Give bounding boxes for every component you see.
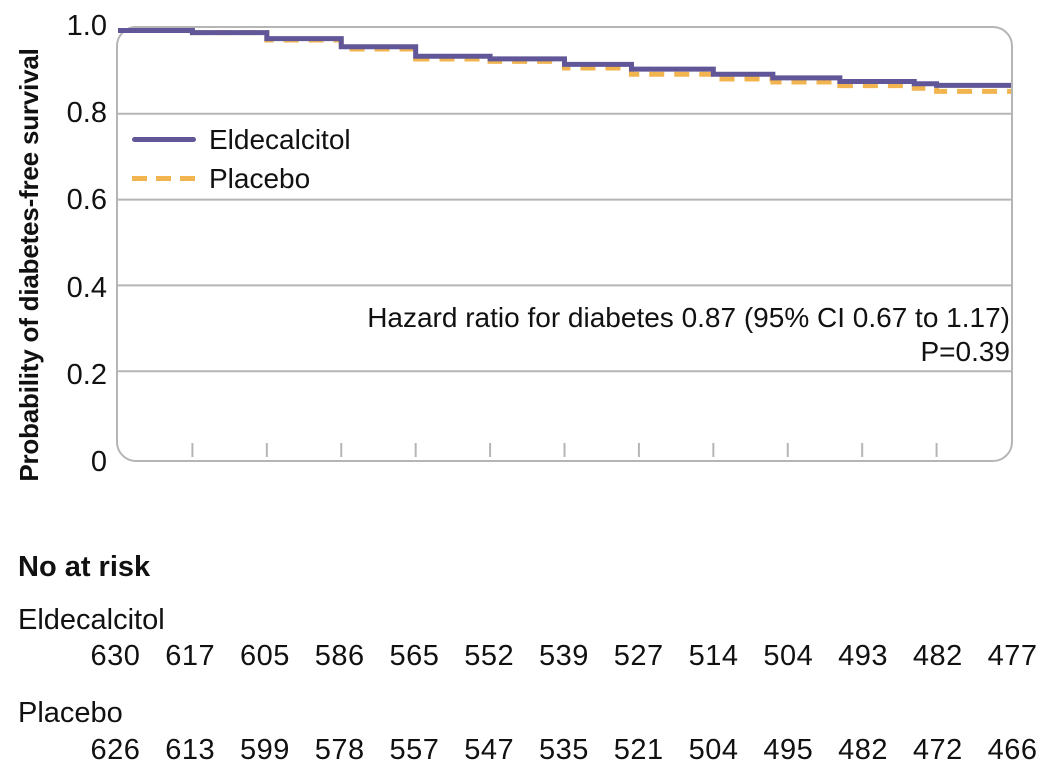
risk-count: 482 [838,734,888,766]
risk-count: 504 [763,640,814,672]
risk-counts-eldecalcitol: 630 617 605 586 565 552 539 527 514 504 493 482 477 [78,640,1050,673]
risk-count: 504 [688,734,739,766]
y-tick-label: 1.0 [66,10,107,42]
risk-count: 472 [912,734,963,766]
risk-count: 599 [239,734,290,766]
risk-row-label-eldecalcitol: Eldecalcitol [18,604,165,636]
legend: Eldecalcitol Placebo [132,120,351,198]
y-axis-title: Probability of diabetes-free survival [14,48,44,482]
legend-label: Placebo [209,163,311,194]
risk-count: 552 [464,640,515,672]
placebo-line-swatch [132,176,196,181]
risk-count: 482 [912,640,963,672]
risk-count: 514 [688,640,739,672]
eldecalcitol-line-swatch [132,137,196,142]
risk-count: 539 [539,640,589,672]
risk-count: 630 [90,640,141,672]
km-plot-svg [118,28,1011,457]
placebo-curve [118,28,1011,94]
risk-count: 535 [539,734,589,766]
risk-count: 557 [389,734,440,766]
risk-count: 565 [389,640,440,672]
risk-count: 466 [987,734,1038,766]
y-tick-label: 0.4 [66,272,107,304]
risk-count: 586 [314,640,365,672]
risk-count: 617 [165,640,216,672]
hazard-ratio-text: Hazard ratio for diabetes 0.87 (95% CI 0… [367,302,1010,333]
eldecalcitol-curve [118,28,1011,88]
y-tick-label: 0.8 [66,97,107,129]
risk-count: 605 [239,640,290,672]
hazard-ratio-annotation: Hazard ratio for diabetes 0.87 (95% CI 0… [367,301,1010,369]
y-tick-label: 0.6 [66,184,107,216]
risk-table-heading: No at risk [18,551,151,583]
risk-row-label-placebo: Placebo [18,697,123,729]
y-tick-label: 0.2 [66,359,107,391]
risk-count: 495 [763,734,814,766]
p-value: P=0.39 [920,336,1010,367]
risk-count: 613 [165,734,216,766]
risk-count: 626 [90,734,141,766]
legend-item-eldecalcitol: Eldecalcitol [132,120,351,159]
risk-count: 477 [987,640,1038,672]
legend-item-placebo: Placebo [132,159,351,198]
risk-counts-placebo: 626 613 599 578 557 547 535 521 504 495 482 472 466 [78,734,1050,767]
risk-count: 578 [314,734,365,766]
risk-count: 527 [613,640,664,672]
legend-label: Eldecalcitol [209,124,351,155]
risk-count: 521 [613,734,664,766]
y-tick-label: 0 [90,446,107,478]
risk-count: 547 [464,734,515,766]
risk-count: 493 [838,640,888,672]
plot-area [116,26,1013,462]
